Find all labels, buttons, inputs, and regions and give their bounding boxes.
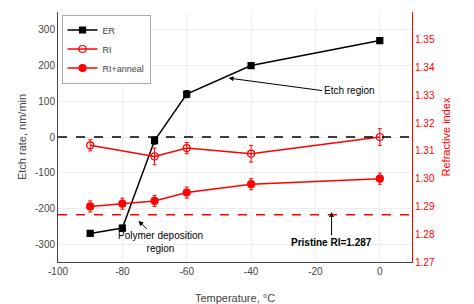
- svg-text:1.33: 1.33: [415, 90, 435, 101]
- svg-text:-100: -100: [35, 167, 55, 178]
- svg-text:Etch rate, nm/min: Etch rate, nm/min: [16, 94, 28, 180]
- svg-text:-20: -20: [308, 266, 323, 277]
- svg-text:Refractive index: Refractive index: [440, 97, 452, 176]
- svg-text:ER: ER: [103, 26, 116, 36]
- svg-text:100: 100: [38, 96, 55, 107]
- svg-text:-80: -80: [115, 266, 130, 277]
- svg-text:-100: -100: [48, 266, 68, 277]
- svg-text:1.30: 1.30: [415, 173, 435, 184]
- svg-text:1.34: 1.34: [415, 62, 435, 73]
- svg-text:0: 0: [377, 266, 383, 277]
- svg-text:Pristine RI=1.287: Pristine RI=1.287: [291, 237, 372, 248]
- svg-text:200: 200: [38, 60, 55, 71]
- svg-text:1.32: 1.32: [415, 118, 435, 129]
- svg-text:1.31: 1.31: [415, 145, 435, 156]
- svg-text:Etch region: Etch region: [324, 85, 375, 96]
- svg-text:-40: -40: [244, 266, 259, 277]
- svg-text:-300: -300: [35, 239, 55, 250]
- svg-text:Temperature, °C: Temperature, °C: [195, 292, 275, 304]
- svg-text:-60: -60: [180, 266, 195, 277]
- svg-text:RI: RI: [103, 45, 112, 55]
- svg-text:-200: -200: [35, 203, 55, 214]
- svg-text:1.35: 1.35: [415, 34, 435, 45]
- svg-text:RI+anneal: RI+anneal: [103, 64, 144, 74]
- svg-text:300: 300: [38, 24, 55, 35]
- svg-text:1.28: 1.28: [415, 229, 435, 240]
- svg-text:1.29: 1.29: [415, 201, 435, 212]
- svg-text:0: 0: [49, 132, 55, 143]
- svg-text:1.27: 1.27: [415, 257, 435, 268]
- svg-text:Polymer depositionregion: Polymer depositionregion: [118, 230, 203, 254]
